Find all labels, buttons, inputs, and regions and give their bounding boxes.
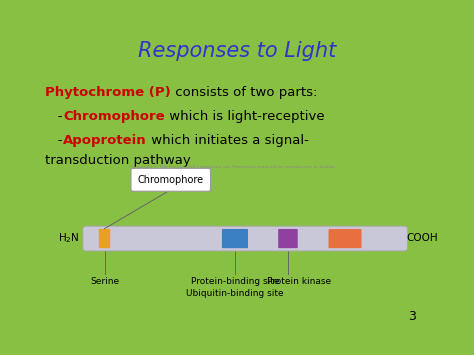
Text: -: - [46,110,63,123]
FancyBboxPatch shape [83,226,407,251]
Text: Chromophore: Chromophore [137,175,204,185]
Text: 3: 3 [408,310,416,323]
Text: Chromophore: Chromophore [63,110,164,123]
Text: Phytochrome (P): Phytochrome (P) [46,86,171,99]
Text: Serine: Serine [90,277,119,286]
Text: consists of two parts:: consists of two parts: [171,86,318,99]
Text: Ubiquitin-binding site: Ubiquitin-binding site [186,289,284,298]
Text: -: - [46,134,63,147]
FancyBboxPatch shape [278,229,298,248]
FancyBboxPatch shape [131,168,210,191]
Text: which is light-receptive: which is light-receptive [164,110,324,123]
Text: transduction pathway: transduction pathway [46,154,191,167]
FancyBboxPatch shape [99,229,110,248]
Text: Copyright © The McGraw-Hill Companies, Inc. Permission required for reproduction: Copyright © The McGraw-Hill Companies, I… [130,165,335,169]
Text: which initiates a signal-: which initiates a signal- [146,134,309,147]
Text: Responses to Light: Responses to Light [138,41,336,61]
Text: COOH: COOH [406,233,438,243]
Text: H$_2$N: H$_2$N [58,231,80,245]
FancyBboxPatch shape [328,229,362,248]
Text: Protein-binding site: Protein-binding site [191,277,279,286]
Text: Protein kinase: Protein kinase [267,277,331,286]
Text: Apoprotein: Apoprotein [63,134,146,147]
FancyBboxPatch shape [222,229,248,248]
